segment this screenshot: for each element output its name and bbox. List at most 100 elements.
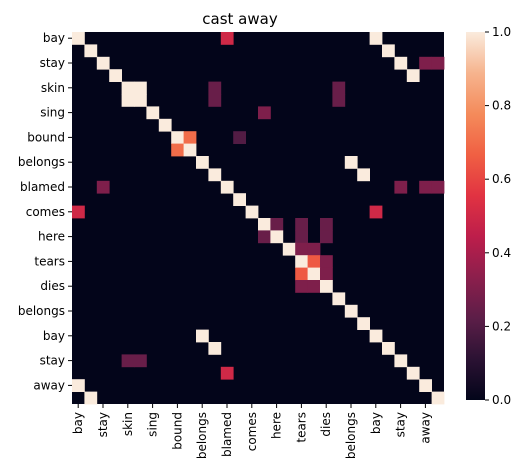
heatmap-cell [382,342,395,355]
heatmap-cell [72,379,85,392]
heatmap-cell [344,156,358,169]
colorbar-ticks: 0.0 0.2 0.4 0.6 0.8 1.0 [485,25,511,407]
heatmap-cell [320,230,333,244]
x-tick-label: comes [245,412,259,451]
heatmap-cell [431,391,445,405]
heatmap-cell [295,280,308,293]
x-tick-label: bay [71,412,85,434]
heatmap-cell [208,81,222,95]
y-tick-label: bay [43,329,65,343]
y-tick-label: bay [43,31,65,45]
colorbar-tick-label: 0.2 [492,319,511,333]
y-tick-label: belongs [18,155,65,169]
heatmap-cell [183,143,197,157]
heatmap-cell [320,255,333,268]
heatmap-cell [220,180,234,194]
heatmap-cell [332,292,346,306]
heatmap-cell [406,69,420,82]
heatmap-cell [84,44,98,58]
heatmap-cell [171,143,184,157]
heatmap-cell [295,267,308,281]
heatmap-cell [233,193,246,206]
x-tick-label: dies [319,412,333,437]
colorbar-tick-label: 0.6 [492,172,511,186]
x-tick-label: away [418,412,432,444]
y-tick-label: bound [27,130,65,144]
heatmap-cell [394,180,408,194]
heatmap-cell [72,205,85,219]
x-tick-label: bay [369,412,383,434]
y-axis-ticks: bay stay skin sing bound belongs blamed comes he… [18,31,72,392]
heatmap-cell [320,218,333,231]
heatmap-cell [369,32,383,45]
heatmap-cell [307,267,321,281]
heatmap-cell [431,56,445,70]
heatmap-cell [258,106,271,120]
heatmap-cell [419,379,432,392]
heatmap-cell [258,218,271,231]
heatmap-cell [196,156,209,169]
heatmap-cell [72,32,85,45]
heatmap-cell [369,205,383,219]
heatmap-cell [320,267,333,281]
y-tick-label: stay [40,354,65,368]
heatmap-cell [208,94,222,107]
x-tick-label: stay [394,412,408,437]
y-tick-label: sing [40,106,65,120]
heatmap-cell [171,131,184,144]
heatmap-cell [258,230,271,244]
heatmap-cell [307,242,321,256]
heatmap-cell [295,242,308,256]
heatmap-cell [295,230,308,244]
y-tick-label: blamed [20,180,65,194]
heatmap-cell [134,94,147,107]
x-tick-label: belongs [195,412,209,459]
y-tick-label: stay [40,56,65,70]
x-tick-label: stay [96,412,110,437]
x-tick-label: tears [294,412,308,443]
x-tick-label: blamed [220,412,234,457]
heatmap-cell [307,280,321,293]
x-tick-label: skin [121,412,135,436]
heatmap-cell [121,94,135,107]
x-tick-label: here [270,412,284,439]
heatmap-cell [382,44,395,58]
chart-title: cast away [202,10,278,28]
y-tick-label: away [33,378,65,392]
x-tick-label: belongs [344,412,358,459]
heatmap-cell [121,81,135,95]
heatmap-cell [369,329,383,343]
heatmap-cell [196,329,209,343]
colorbar-tick-label: 0.8 [492,99,511,113]
y-tick-label: tears [34,254,65,268]
heatmap-cell [220,366,234,380]
heatmap-cell [431,180,445,194]
heatmap-cell [146,106,160,120]
y-tick-label: here [38,230,65,244]
heatmap-cell [84,391,98,405]
colorbar-tick-label: 1.0 [492,25,511,39]
colorbar-tick-label: 0.0 [492,393,511,407]
heatmap-cell [121,354,135,368]
x-tick-label: bound [170,412,184,450]
heatmap-cell [295,218,308,231]
heatmap-cell [270,230,284,244]
heatmap-cell [233,131,246,144]
heatmap-cell [208,342,222,355]
heatmap-cell [332,81,346,95]
heatmap-cell [295,255,308,268]
heatmap-cell [419,180,432,194]
y-tick-label: belongs [18,304,65,318]
heatmap-cell [282,242,296,256]
y-tick-label: skin [41,81,65,95]
heatmap-cell [332,94,346,107]
y-tick-label: comes [26,205,65,219]
heatmap-cell [357,317,370,330]
heatmap-cell [134,354,147,368]
heatmap-cells [72,32,445,405]
heatmap-cell [158,118,172,132]
heatmap-cell [307,255,321,268]
heatmap-cell [270,218,284,231]
heatmap-cell [220,32,234,45]
